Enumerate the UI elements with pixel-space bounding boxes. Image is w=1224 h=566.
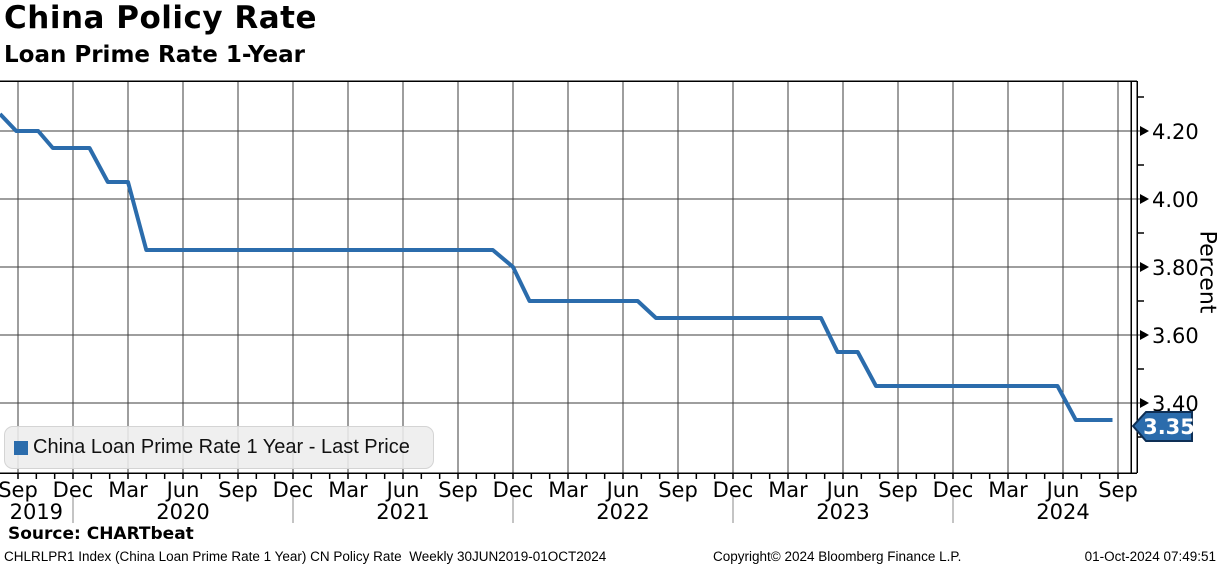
y-tick-arrow-icon bbox=[1140, 330, 1149, 340]
y-tick-label: 4.20 bbox=[1152, 120, 1199, 144]
x-tick-label: Jun bbox=[605, 478, 640, 502]
x-tick-label: Mar bbox=[768, 478, 808, 502]
price-line bbox=[0, 112, 1113, 422]
legend[interactable]: China Loan Prime Rate 1 Year - Last Pric… bbox=[4, 426, 434, 469]
y-tick-label: 3.80 bbox=[1152, 256, 1199, 280]
last-price-badge-label: 3.35 bbox=[1143, 415, 1195, 439]
x-tick-label: Dec bbox=[933, 478, 974, 502]
source-label: Source: CHARTbeat bbox=[8, 524, 194, 544]
security-description: CHLRLPR1 Index (China Loan Prime Rate 1 … bbox=[4, 549, 607, 564]
y-tick-arrow-icon bbox=[1140, 194, 1149, 204]
x-tick-label: Jun bbox=[1045, 478, 1080, 502]
x-tick-label: Sep bbox=[1098, 478, 1138, 502]
x-tick-label: Jun bbox=[385, 478, 420, 502]
chart-title: China Policy Rate bbox=[4, 0, 318, 36]
year-label: 2022 bbox=[596, 500, 649, 524]
legend-color-swatch-icon bbox=[14, 440, 28, 455]
x-tick-label: Sep bbox=[218, 478, 258, 502]
year-label: 2023 bbox=[816, 500, 869, 524]
y-tick-label: 4.00 bbox=[1152, 188, 1199, 212]
x-tick-label: Mar bbox=[108, 478, 148, 502]
last-price-badge[interactable]: 3.35 bbox=[1131, 411, 1195, 442]
x-tick-label: Mar bbox=[988, 478, 1028, 502]
y-tick-arrow-icon bbox=[1140, 398, 1149, 408]
x-tick-label: Jun bbox=[165, 478, 200, 502]
chart-subtitle: Loan Prime Rate 1-Year bbox=[4, 42, 306, 68]
x-tick-label: Mar bbox=[328, 478, 368, 502]
legend-label: China Loan Prime Rate 1 Year - Last Pric… bbox=[33, 436, 410, 458]
year-label: 2020 bbox=[156, 500, 209, 524]
price-line-group bbox=[0, 112, 1113, 422]
last-price-badge-shape bbox=[1131, 411, 1193, 442]
x-tick-label: Jun bbox=[825, 478, 860, 502]
x-tick-label: Sep bbox=[658, 478, 698, 502]
x-tick-label: Dec bbox=[493, 478, 534, 502]
x-tick-label: Sep bbox=[0, 478, 38, 502]
year-label: 2021 bbox=[376, 500, 429, 524]
x-tick-label: Dec bbox=[53, 478, 94, 502]
y-axis-title: Percent bbox=[1195, 231, 1220, 314]
copyright-notice: Copyright© 2024 Bloomberg Finance L.P. bbox=[713, 549, 962, 564]
y-tick-label: 3.60 bbox=[1152, 324, 1199, 348]
x-tick-label: Sep bbox=[878, 478, 918, 502]
x-tick-label: Mar bbox=[548, 478, 588, 502]
gridlines bbox=[0, 81, 1140, 473]
x-tick-label: Dec bbox=[273, 478, 314, 502]
y-tick-arrow-icon bbox=[1140, 262, 1149, 272]
timestamp: 01-Oct-2024 07:49:51 bbox=[1084, 549, 1216, 564]
axes-frame bbox=[0, 80, 1149, 523]
year-label: 2019 bbox=[10, 500, 63, 524]
x-tick-label: Sep bbox=[438, 478, 478, 502]
year-label: 2024 bbox=[1036, 500, 1089, 524]
y-tick-arrow-icon bbox=[1140, 126, 1149, 136]
x-tick-label: Dec bbox=[713, 478, 754, 502]
